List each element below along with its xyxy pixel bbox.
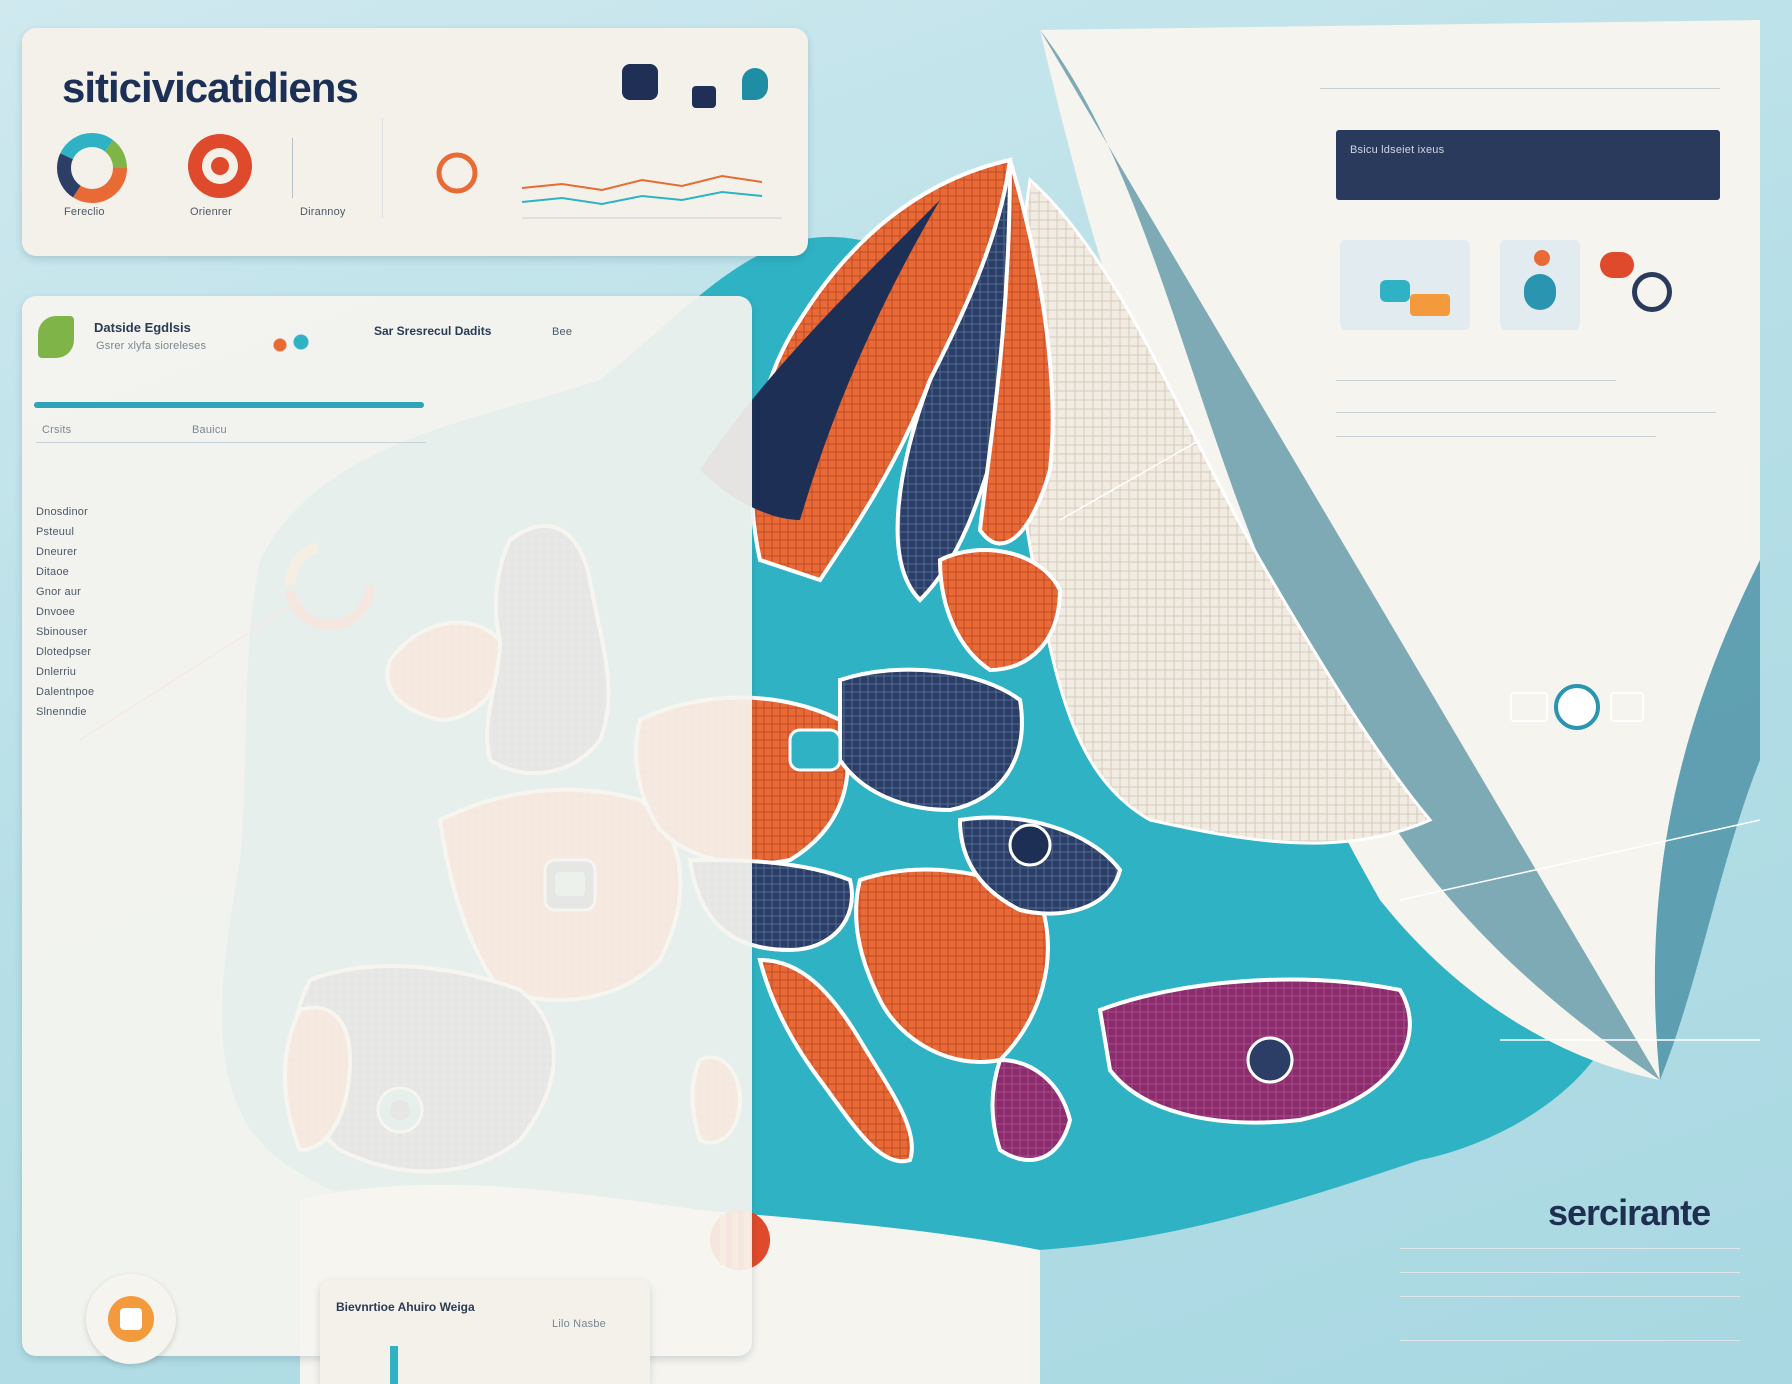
banner-text: Bsicu ldseiet ixeus [1350, 144, 1445, 156]
divider [1336, 436, 1656, 437]
pie-chart-icon [57, 133, 127, 203]
section-label: Bee [552, 326, 573, 338]
divider [1336, 412, 1716, 413]
map-marker[interactable] [788, 728, 842, 772]
list-item[interactable]: Dnlerriu [36, 666, 77, 678]
region-finland [977, 159, 1055, 546]
globe-icon[interactable] [1554, 684, 1600, 730]
column-header: Crsits [42, 424, 72, 436]
tag-icon [1610, 692, 1644, 722]
panel-subtitle: Gsrer xlyfa sioreleses [96, 340, 207, 352]
list-item[interactable]: Slnenndie [36, 706, 87, 718]
paper-fold [1040, 30, 1760, 1080]
right-info-panel: Bsicu ldseiet ixeus [1320, 40, 1740, 460]
section-label: Sar Sresrecul Dadits [374, 324, 492, 338]
panel-subtitle: Lilo Nasbe [552, 1318, 606, 1330]
divider [1400, 1248, 1740, 1249]
leaf-icon [38, 316, 74, 358]
divider [1336, 380, 1616, 381]
mini-chart-icon [262, 330, 322, 360]
list-item[interactable]: Ditaoe [36, 566, 69, 578]
location-icon[interactable] [742, 68, 768, 100]
list-item[interactable]: Gnor aur [36, 586, 82, 598]
region-greece [990, 1057, 1073, 1162]
device-illustration [1340, 240, 1470, 330]
header-banner: Bsicu ldseiet ixeus [1336, 130, 1720, 200]
chat-icon[interactable] [692, 86, 716, 108]
music-icon[interactable] [1500, 240, 1580, 330]
list-container: Dnosdinor Psteuul Dneurer Ditaoe Gnor au… [36, 506, 146, 726]
divider [1320, 88, 1720, 89]
list-item[interactable]: Psteuul [36, 526, 75, 538]
list-item[interactable]: Dnvoee [36, 606, 76, 618]
region-poland [838, 667, 1024, 813]
region-hungary [957, 815, 1123, 916]
top-stats-panel: siticivicatidiens Fereclio Orienrer Dira… [22, 28, 808, 256]
widget-label: Fereclio [64, 206, 105, 218]
dark-swoosh [700, 200, 940, 520]
settings-icon[interactable] [1632, 272, 1672, 312]
list-item[interactable]: Dnosdinor [36, 506, 88, 518]
app-icon[interactable] [622, 64, 658, 100]
divider [1400, 1340, 1740, 1341]
divider [1400, 1296, 1740, 1297]
panel-title: Datside Egdlsis [94, 320, 191, 335]
column-header: Bauicu [192, 424, 227, 436]
bottom-info-panel: Bievnrtioe Ahuiro Weiga Lilo Nasbe [320, 1280, 650, 1384]
progress-bar [34, 402, 424, 408]
map-marker[interactable] [1008, 823, 1052, 867]
brand-badge-icon[interactable] [86, 1274, 176, 1364]
list-item[interactable]: Dalentnpoe [36, 686, 95, 698]
target-chart-icon [188, 134, 252, 198]
mini-line-chart [382, 118, 782, 219]
list-item[interactable]: Sbinouser [36, 626, 88, 638]
brand-name: sercirante [1548, 1192, 1711, 1233]
region-italy [757, 957, 914, 1164]
list-item[interactable]: Dlotedpser [36, 646, 92, 658]
widget-label: Dirannoy [300, 206, 346, 218]
region-baltics [937, 548, 1063, 673]
widget-label: Orienrer [190, 206, 232, 218]
panel-title: Bievnrtioe Ahuiro Weiga [336, 1300, 475, 1314]
divider [36, 442, 426, 443]
panel-title: siticivicatidiens [62, 64, 359, 111]
progress-bar [390, 1346, 398, 1384]
tag-icon [1510, 692, 1548, 722]
chat-bubble-icon[interactable] [1600, 252, 1634, 278]
region-east [1013, 177, 1433, 845]
map-marker[interactable] [1246, 1036, 1294, 1084]
paper-sheet [1040, 20, 1760, 1080]
divider [1400, 1272, 1740, 1273]
list-item[interactable]: Dneurer [36, 546, 78, 558]
stat-block [292, 138, 363, 198]
side-data-panel: Datside Egdlsis Gsrer xlyfa sioreleses S… [22, 296, 752, 1356]
